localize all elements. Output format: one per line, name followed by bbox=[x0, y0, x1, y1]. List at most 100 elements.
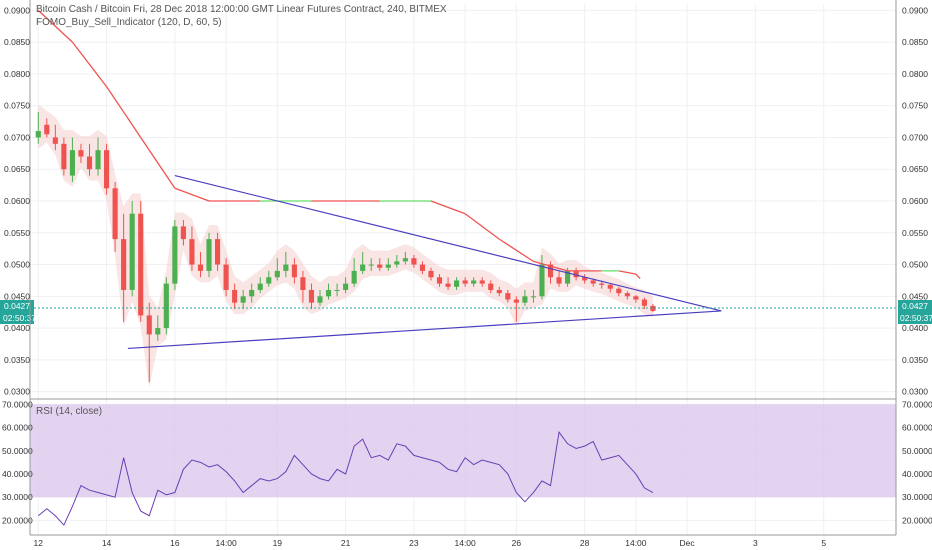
candle-body bbox=[146, 315, 152, 335]
candle-body bbox=[530, 296, 536, 298]
price-tick-right: 0.0750 bbox=[902, 101, 928, 111]
indicator-title: FOMO_Buy_Sell_Indicator (120, D, 60, 5) bbox=[36, 17, 222, 28]
candle-body bbox=[599, 283, 605, 285]
candle-body bbox=[283, 264, 289, 271]
price-tick-right: 0.0300 bbox=[902, 387, 928, 397]
candle-body bbox=[78, 150, 84, 157]
time-tick: 23 bbox=[409, 538, 419, 548]
rsi-tick-right: 60.0000 bbox=[902, 423, 932, 433]
price-tick-right: 0.0850 bbox=[902, 37, 928, 47]
price-tick-left: 0.0650 bbox=[4, 164, 30, 174]
candle-body bbox=[232, 289, 238, 303]
candle-body bbox=[334, 289, 340, 291]
candle-body bbox=[582, 277, 588, 281]
trend-line bbox=[127, 310, 722, 350]
candle-body bbox=[104, 150, 110, 189]
candle-body bbox=[428, 270, 434, 278]
candle-body bbox=[249, 289, 255, 297]
candle-body bbox=[172, 226, 178, 284]
candle-body bbox=[368, 264, 374, 266]
time-tick: 28 bbox=[580, 538, 590, 548]
candle-body bbox=[641, 299, 647, 306]
candle-body bbox=[488, 283, 494, 290]
candle-body bbox=[607, 284, 613, 289]
trend-lines bbox=[127, 174, 722, 350]
indicator-segment bbox=[464, 213, 500, 240]
candle-body bbox=[505, 293, 511, 300]
price-tick-left: 0.0550 bbox=[4, 228, 30, 238]
candle-body bbox=[616, 288, 622, 294]
candle-body bbox=[214, 239, 221, 265]
price-badge-right-text: 0.0427 bbox=[902, 301, 928, 311]
price-tick-right: 0.0350 bbox=[902, 355, 928, 365]
time-axis: 12 14 16 14:00 19 21 23 14:00 26 28 14:00 Dec 3 5 bbox=[34, 538, 827, 548]
rsi-tick-left: 70.0000 bbox=[2, 399, 33, 409]
candle-body bbox=[308, 289, 315, 303]
price-tick-left: 0.0500 bbox=[4, 260, 30, 270]
price-axis-left: 0.0300 0.0350 0.0400 0.0450 0.0500 0.0550 0.06… bbox=[4, 5, 30, 396]
price-tick-right: 0.0900 bbox=[902, 5, 928, 15]
fomo-indicator-line bbox=[37, 9, 641, 279]
price-badge-left: 0.0427 02:50:37 bbox=[0, 300, 36, 324]
rsi-axis-left: 20.0000 30.0000 40.0000 50.0000 60.0000 70.00… bbox=[2, 399, 33, 525]
rsi-line bbox=[37, 430, 654, 526]
time-tick: Dec bbox=[680, 538, 696, 548]
time-tick: 14:00 bbox=[215, 538, 237, 548]
time-tick: 19 bbox=[273, 538, 283, 548]
price-tick-left: 0.0850 bbox=[4, 37, 30, 47]
candle-body bbox=[95, 150, 101, 170]
indicator-segment bbox=[106, 86, 142, 138]
price-tick-left: 0.0600 bbox=[4, 196, 30, 206]
indicator-segment bbox=[37, 9, 73, 43]
price-tick-left: 0.0400 bbox=[4, 323, 30, 333]
price-tick-right: 0.0500 bbox=[902, 260, 928, 270]
rsi-tick-right: 30.0000 bbox=[902, 492, 932, 502]
candle-body bbox=[633, 296, 639, 300]
rsi-tick-left: 60.0000 bbox=[2, 423, 33, 433]
indicator-cloud bbox=[38, 104, 653, 388]
candle-body bbox=[52, 137, 58, 144]
candle-body bbox=[419, 264, 426, 271]
indicator-cloud-shape bbox=[38, 104, 653, 388]
countdown-left-text: 02:50:37 bbox=[3, 313, 36, 323]
rsi-band bbox=[30, 404, 896, 498]
candle-body bbox=[496, 289, 502, 294]
candle-body bbox=[436, 277, 443, 284]
price-tick-left: 0.0750 bbox=[4, 101, 30, 111]
candle-body bbox=[377, 264, 383, 268]
candle-body bbox=[573, 270, 579, 278]
rsi-tick-left: 30.0000 bbox=[2, 492, 33, 502]
price-pane bbox=[30, 0, 896, 398]
candle-body bbox=[411, 258, 417, 265]
candle-body bbox=[35, 131, 41, 138]
rsi-axis-right: 20.0000 30.0000 40.0000 50.0000 60.0000 70.00… bbox=[902, 399, 932, 525]
price-tick-right: 0.0400 bbox=[902, 323, 928, 333]
rsi-tick-left: 20.0000 bbox=[2, 515, 33, 525]
candle-body bbox=[454, 280, 460, 287]
candle-body bbox=[163, 283, 169, 329]
chart-title: Bitcoin Cash / Bitcoin Fri, 28 Dec 2018 … bbox=[36, 4, 447, 15]
price-tick-left: 0.0900 bbox=[4, 5, 30, 15]
indicator-segment bbox=[174, 187, 210, 202]
time-tick: 14:00 bbox=[625, 538, 647, 548]
candle-body bbox=[445, 283, 451, 287]
price-tick-left: 0.0350 bbox=[4, 355, 30, 365]
candle-body bbox=[522, 296, 528, 303]
countdown-right-text: 02:50:37 bbox=[900, 313, 932, 323]
candle-body bbox=[180, 226, 186, 240]
price-axis-right: 0.0300 0.0350 0.0400 0.0450 0.0500 0.0550 0.06… bbox=[902, 5, 928, 396]
indicator-segment bbox=[71, 41, 108, 88]
time-tick: 3 bbox=[753, 538, 758, 548]
indicator-segment bbox=[430, 200, 466, 215]
candle-body bbox=[240, 296, 246, 303]
candle-body bbox=[86, 156, 93, 170]
price-tick-right: 0.0600 bbox=[902, 196, 928, 206]
candle-body bbox=[138, 213, 144, 316]
candle-body bbox=[325, 289, 332, 297]
indicator-segment bbox=[498, 238, 534, 262]
price-tick-right: 0.0550 bbox=[902, 228, 928, 238]
candle-body bbox=[129, 213, 135, 290]
candle-body bbox=[462, 280, 468, 284]
candle-body bbox=[257, 283, 263, 290]
